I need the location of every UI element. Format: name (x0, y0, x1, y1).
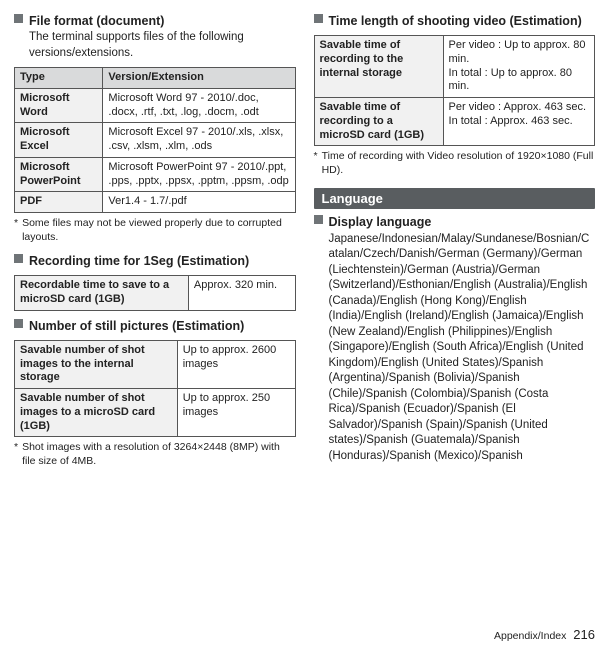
fileformat-desc: The terminal supports files of the follo… (29, 30, 296, 61)
page-footer: Appendix/Index 216 (494, 627, 595, 642)
cell-value: Approx. 320 min. (188, 276, 295, 311)
cell-ver: Microsoft PowerPoint 97 - 2010/.ppt, .pp… (103, 157, 295, 192)
video-title: Time length of shooting video (Estimatio… (329, 14, 582, 29)
still-heading: Number of still pictures (Estimation) (14, 319, 296, 334)
cell-value: Up to approx. 2600 images (177, 340, 295, 388)
asterisk-icon: * (314, 150, 318, 177)
cell-value: Up to approx. 250 images (177, 389, 295, 437)
cell-type: PDF (15, 192, 103, 213)
asterisk-icon: * (14, 441, 18, 468)
asterisk-icon: * (14, 217, 18, 244)
language-section-bar: Language (314, 188, 596, 209)
cell-type: Microsoft PowerPoint (15, 157, 103, 192)
square-icon (14, 254, 23, 263)
table-row: Savable number of shot images to the int… (15, 340, 296, 388)
display-language-title: Display language (329, 215, 432, 230)
footer-section: Appendix/Index (494, 630, 566, 642)
footer-page: 216 (573, 627, 595, 642)
rec1seg-title: Recording time for 1Seg (Estimation) (29, 254, 249, 269)
cell-type: Microsoft Excel (15, 123, 103, 158)
fileformat-table: Type Version/Extension Microsoft Word Mi… (14, 67, 296, 213)
table-row: Microsoft Excel Microsoft Excel 97 - 201… (15, 123, 296, 158)
note-text: Some files may not be viewed properly du… (22, 217, 295, 244)
th-version: Version/Extension (103, 68, 295, 89)
video-heading: Time length of shooting video (Estimatio… (314, 14, 596, 29)
language-list: Japanese/Indonesian/Malay/Sundanese/Bosn… (329, 232, 596, 465)
th-type: Type (15, 68, 103, 89)
right-column: Time length of shooting video (Estimatio… (314, 10, 596, 638)
still-table: Savable number of shot images to the int… (14, 340, 296, 438)
note-text: Time of recording with Video resolution … (322, 150, 595, 177)
cell-ver: Microsoft Word 97 - 2010/.doc, .docx, .r… (103, 88, 295, 123)
cell-ver: Ver1.4 - 1.7/.pdf (103, 192, 295, 213)
cell-type: Microsoft Word (15, 88, 103, 123)
still-title: Number of still pictures (Estimation) (29, 319, 244, 334)
table-header-row: Type Version/Extension (15, 68, 296, 89)
square-icon (314, 14, 323, 23)
cell-value: Per video : Approx. 463 sec. In total : … (443, 98, 594, 146)
square-icon (314, 215, 323, 224)
fileformat-heading: File format (document) (14, 14, 296, 29)
cell-ver: Microsoft Excel 97 - 2010/.xls, .xlsx, .… (103, 123, 295, 158)
table-row: Savable number of shot images to a micro… (15, 389, 296, 437)
cell-label: Savable time of recording to the interna… (314, 36, 443, 98)
cell-value: Per video : Up to approx. 80 min. In tot… (443, 36, 594, 98)
table-row: Microsoft Word Microsoft Word 97 - 2010/… (15, 88, 296, 123)
video-note: * Time of recording with Video resolutio… (314, 150, 596, 177)
table-row: PDF Ver1.4 - 1.7/.pdf (15, 192, 296, 213)
note-text: Shot images with a resolution of 3264×24… (22, 441, 295, 468)
left-column: File format (document) The terminal supp… (14, 10, 296, 638)
fileformat-title: File format (document) (29, 14, 164, 29)
square-icon (14, 14, 23, 23)
rec1seg-heading: Recording time for 1Seg (Estimation) (14, 254, 296, 269)
table-row: Microsoft PowerPoint Microsoft PowerPoin… (15, 157, 296, 192)
cell-label: Savable time of recording to a microSD c… (314, 98, 443, 146)
fileformat-note: * Some files may not be viewed properly … (14, 217, 296, 244)
table-row: Recordable time to save to a microSD car… (15, 276, 296, 311)
video-table: Savable time of recording to the interna… (314, 35, 596, 146)
still-note: * Shot images with a resolution of 3264×… (14, 441, 296, 468)
table-row: Savable time of recording to a microSD c… (314, 98, 595, 146)
display-language-heading: Display language (314, 215, 596, 230)
rec1seg-table: Recordable time to save to a microSD car… (14, 275, 296, 311)
square-icon (14, 319, 23, 328)
cell-label: Savable number of shot images to the int… (15, 340, 178, 388)
cell-label: Savable number of shot images to a micro… (15, 389, 178, 437)
table-row: Savable time of recording to the interna… (314, 36, 595, 98)
cell-label: Recordable time to save to a microSD car… (15, 276, 189, 311)
